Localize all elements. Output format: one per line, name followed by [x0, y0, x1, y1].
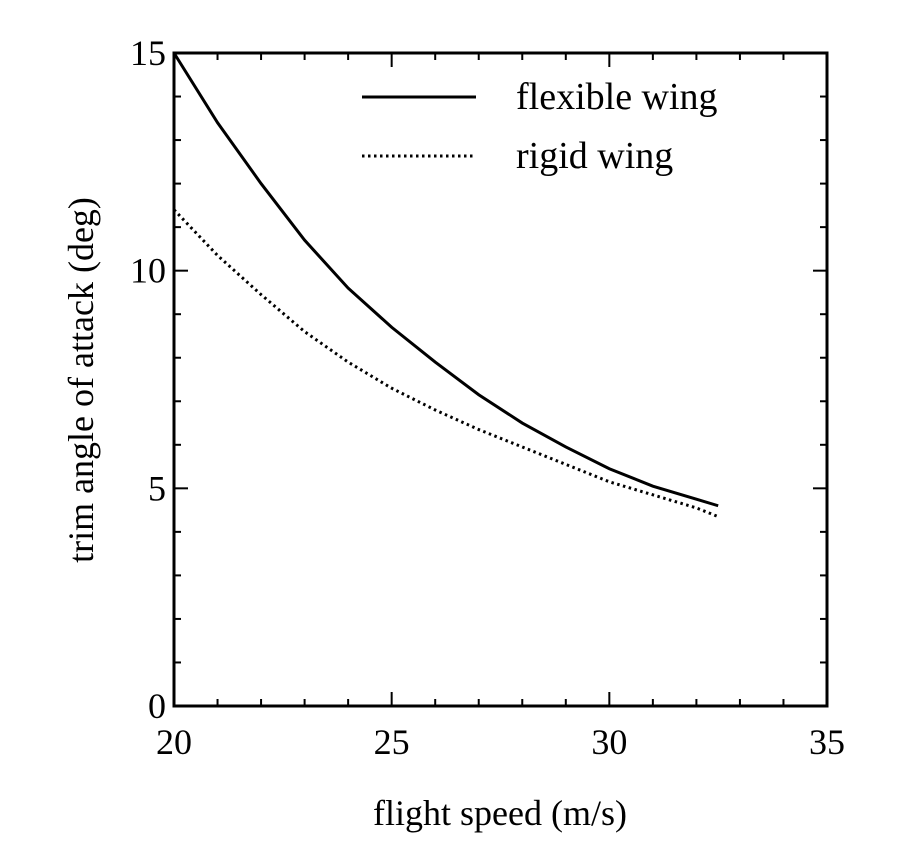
- x-tick-label: 35: [809, 722, 845, 762]
- y-axis-label: trim angle of attack (deg): [61, 197, 101, 563]
- y-tick-label: 10: [130, 251, 166, 291]
- x-axis-label: flight speed (m/s): [373, 793, 627, 833]
- y-tick-label: 15: [130, 33, 166, 73]
- series-line-rigid-wing: [172, 208, 719, 519]
- x-tick-label: 25: [374, 722, 410, 762]
- x-tick-label: 30: [591, 722, 627, 762]
- lines-layer: [172, 52, 719, 519]
- y-tick-label: 5: [148, 468, 166, 508]
- plot-frame: [172, 51, 829, 708]
- ticks-layer: 20 25 30 35 0 5 10 15: [130, 33, 845, 762]
- legend: flexible wing rigid wing: [362, 76, 718, 177]
- series-line-flexible-wing: [172, 52, 719, 508]
- legend-label-flexible-wing: flexible wing: [516, 76, 718, 118]
- x-tick-label: 20: [156, 722, 192, 762]
- y-tick-label: 0: [148, 686, 166, 726]
- legend-label-rigid-wing: rigid wing: [516, 135, 673, 177]
